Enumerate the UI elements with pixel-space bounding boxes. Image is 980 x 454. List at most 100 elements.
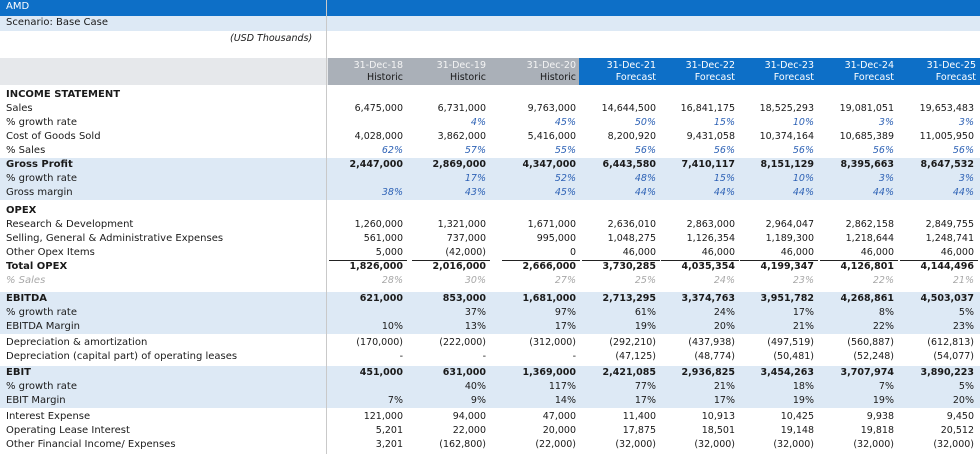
cell-31-dec-18[interactable]: 121,000 (363, 411, 403, 422)
cell-31-dec-23[interactable]: 8,151,129 (760, 159, 815, 170)
cell-31-dec-23[interactable]: 23% (792, 275, 814, 286)
cell-31-dec-24[interactable]: 3% (878, 173, 894, 184)
cell-31-dec-20[interactable]: 45% (554, 187, 576, 198)
cell-31-dec-20[interactable]: 45% (554, 117, 576, 128)
cell-31-dec-22[interactable]: 20% (713, 321, 735, 332)
cell-31-dec-18[interactable]: 451,000 (359, 367, 403, 378)
cell-31-dec-21[interactable]: 50% (634, 117, 656, 128)
cell-31-dec-23[interactable]: 3,454,263 (760, 367, 815, 378)
cell-31-dec-20[interactable]: 117% (548, 381, 576, 392)
cell-31-dec-22[interactable]: 16,841,175 (680, 103, 735, 114)
cell-31-dec-24[interactable]: 3% (878, 117, 894, 128)
cell-31-dec-24[interactable]: (52,248) (853, 351, 894, 362)
cell-31-dec-21[interactable]: 2,421,085 (602, 367, 657, 378)
cell-31-dec-20[interactable]: 52% (554, 173, 576, 184)
cell-31-dec-21[interactable]: 3,730,285 (602, 261, 657, 272)
cell-31-dec-22[interactable]: (437,938) (688, 337, 735, 348)
cell-31-dec-18[interactable]: (170,000) (356, 337, 403, 348)
cell-31-dec-21[interactable]: 19% (634, 321, 656, 332)
cell-31-dec-19[interactable]: 4% (470, 117, 486, 128)
cell-31-dec-25[interactable]: (32,000) (933, 439, 974, 450)
cell-31-dec-22[interactable]: 21% (713, 381, 735, 392)
cell-31-dec-25[interactable]: 21% (952, 275, 974, 286)
cell-31-dec-20[interactable]: 27% (554, 275, 576, 286)
cell-31-dec-20[interactable]: 97% (554, 307, 576, 318)
cell-31-dec-21[interactable]: 11,400 (622, 411, 656, 422)
cell-31-dec-25[interactable]: 23% (952, 321, 974, 332)
cell-31-dec-21[interactable]: 77% (634, 381, 656, 392)
cell-31-dec-19[interactable]: 13% (464, 321, 486, 332)
cell-31-dec-21[interactable]: 48% (634, 173, 656, 184)
cell-31-dec-25[interactable]: 4,503,037 (920, 293, 975, 304)
cell-31-dec-22[interactable]: 7,410,117 (681, 159, 736, 170)
cell-31-dec-20[interactable]: 9,763,000 (527, 103, 576, 114)
cell-31-dec-21[interactable]: 17,875 (622, 425, 656, 436)
cell-31-dec-19[interactable]: 2,869,000 (432, 159, 487, 170)
cell-31-dec-22[interactable]: (48,774) (694, 351, 735, 362)
cell-31-dec-24[interactable]: 22% (872, 321, 894, 332)
cell-31-dec-23[interactable]: 44% (792, 187, 814, 198)
cell-31-dec-25[interactable]: 44% (952, 187, 974, 198)
cell-31-dec-18[interactable]: 5,201 (375, 425, 403, 436)
cell-31-dec-22[interactable]: 2,863,000 (686, 219, 735, 230)
cell-31-dec-23[interactable]: 10,425 (780, 411, 814, 422)
cell-31-dec-23[interactable]: 21% (792, 321, 814, 332)
cell-31-dec-23[interactable]: 56% (792, 145, 814, 156)
cell-31-dec-23[interactable]: 2,964,047 (765, 219, 814, 230)
cell-31-dec-22[interactable]: 4,035,354 (681, 261, 736, 272)
cell-31-dec-21[interactable]: 1,048,275 (607, 233, 656, 244)
cell-31-dec-19[interactable]: 37% (464, 307, 486, 318)
cell-31-dec-20[interactable]: (22,000) (535, 439, 576, 450)
cell-31-dec-24[interactable]: 10,685,389 (839, 131, 894, 142)
cell-31-dec-21[interactable]: 2,713,295 (602, 293, 657, 304)
cell-31-dec-20[interactable]: 17% (554, 321, 576, 332)
cell-31-dec-24[interactable]: 3,707,974 (840, 367, 895, 378)
cell-31-dec-24[interactable]: 8% (878, 307, 894, 318)
cell-31-dec-20[interactable]: (312,000) (529, 337, 576, 348)
cell-31-dec-18[interactable]: 6,475,000 (354, 103, 403, 114)
cell-31-dec-20[interactable]: 1,671,000 (527, 219, 576, 230)
cell-31-dec-18[interactable]: 3,201 (375, 439, 403, 450)
cell-31-dec-24[interactable]: 56% (872, 145, 894, 156)
cell-31-dec-22[interactable]: 10,913 (701, 411, 735, 422)
cell-31-dec-25[interactable]: 11,005,950 (919, 131, 974, 142)
cell-31-dec-23[interactable]: 19,148 (780, 425, 814, 436)
cell-31-dec-24[interactable]: 22% (872, 275, 894, 286)
cell-31-dec-19[interactable]: 57% (464, 145, 486, 156)
cell-31-dec-21[interactable]: (32,000) (615, 439, 656, 450)
cell-31-dec-20[interactable]: 5,416,000 (527, 131, 576, 142)
cell-31-dec-24[interactable]: 46,000 (820, 246, 898, 261)
cell-31-dec-24[interactable]: 4,268,861 (840, 293, 895, 304)
cell-31-dec-21[interactable]: 14,644,500 (601, 103, 656, 114)
cell-31-dec-18[interactable]: 28% (381, 275, 403, 286)
cell-31-dec-25[interactable]: 46,000 (900, 246, 978, 261)
cell-31-dec-25[interactable]: 3% (958, 173, 974, 184)
cell-31-dec-22[interactable]: 2,936,825 (681, 367, 736, 378)
cell-31-dec-18[interactable]: 10% (381, 321, 403, 332)
cell-31-dec-25[interactable]: 19,653,483 (919, 103, 974, 114)
cell-31-dec-19[interactable]: (222,000) (439, 337, 486, 348)
cell-31-dec-22[interactable]: 17% (713, 395, 735, 406)
cell-31-dec-23[interactable]: 46,000 (740, 246, 818, 261)
cell-31-dec-22[interactable]: 3,374,763 (681, 293, 736, 304)
cell-31-dec-22[interactable]: 24% (713, 307, 735, 318)
cell-31-dec-24[interactable]: (560,887) (847, 337, 894, 348)
cell-31-dec-19[interactable]: 9% (470, 395, 486, 406)
cell-31-dec-19[interactable]: 30% (464, 275, 486, 286)
cell-31-dec-21[interactable]: 25% (634, 275, 656, 286)
cell-31-dec-19[interactable]: 22,000 (452, 425, 486, 436)
cell-31-dec-25[interactable]: (612,813) (927, 337, 974, 348)
cell-31-dec-19[interactable]: - (482, 351, 486, 362)
cell-31-dec-22[interactable]: 18,501 (701, 425, 735, 436)
cell-31-dec-21[interactable]: (47,125) (615, 351, 656, 362)
cell-31-dec-21[interactable]: 56% (634, 145, 656, 156)
cell-31-dec-24[interactable]: 7% (878, 381, 894, 392)
cell-31-dec-21[interactable]: 61% (634, 307, 656, 318)
cell-31-dec-23[interactable]: 3,951,782 (760, 293, 815, 304)
cell-31-dec-19[interactable]: (42,000) (412, 246, 490, 261)
cell-31-dec-20[interactable]: 20,000 (542, 425, 576, 436)
cell-31-dec-23[interactable]: (497,519) (767, 337, 814, 348)
cell-31-dec-19[interactable]: 17% (464, 173, 486, 184)
cell-31-dec-22[interactable]: 24% (713, 275, 735, 286)
cell-31-dec-20[interactable]: 0 (502, 246, 580, 261)
